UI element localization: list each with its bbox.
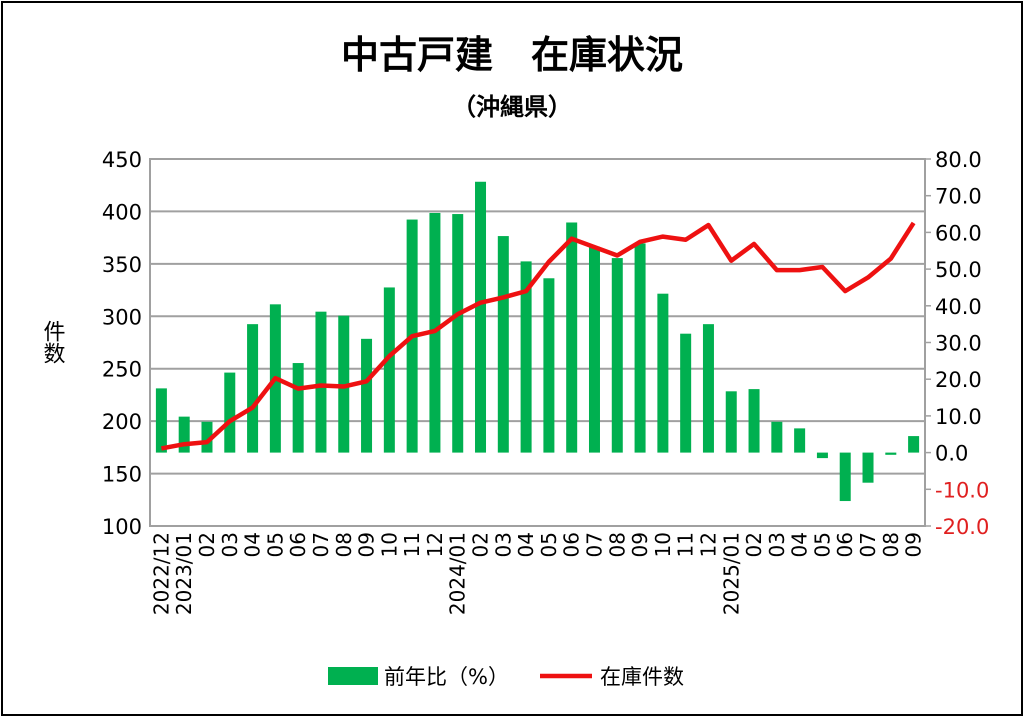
y-tick-label-left: 150 <box>102 463 142 487</box>
y-tick-label-right: 40.0 <box>935 295 982 319</box>
x-tick-label: 04 <box>514 532 538 557</box>
bar <box>839 452 851 502</box>
x-tick-label: 2025/01 <box>719 532 743 615</box>
y-tick-label-right: 0.0 <box>935 442 968 466</box>
x-tick-label: 11 <box>400 532 424 557</box>
y-tick-label-right: 20.0 <box>935 368 982 392</box>
y-tick-label-left: 100 <box>102 515 142 539</box>
y-tick-label-left: 400 <box>102 200 142 224</box>
bar <box>224 372 236 453</box>
chart-title: 中古戸建 在庫状況 <box>341 33 683 77</box>
x-tick-label: 10 <box>377 532 401 557</box>
bar <box>702 324 714 453</box>
x-tick-label: 02 <box>469 532 493 557</box>
y-tick-label-right: 50.0 <box>935 258 982 282</box>
y-tick-label-left: 200 <box>102 410 142 434</box>
x-tick-label: 2024/01 <box>446 532 470 615</box>
x-tick-label: 07 <box>309 532 333 557</box>
y-tick-label-right: -20.0 <box>935 515 989 539</box>
x-tick-label: 04 <box>241 532 265 557</box>
x-tick-label: 02 <box>195 532 219 557</box>
bar <box>338 315 350 453</box>
x-tick-label: 12 <box>696 532 720 557</box>
bar <box>566 222 578 453</box>
x-tick-label: 05 <box>537 532 561 557</box>
bar <box>611 258 623 453</box>
x-tick-label: 09 <box>355 532 379 557</box>
bar <box>178 416 190 453</box>
bar <box>452 214 464 453</box>
bar <box>292 363 304 453</box>
bar <box>497 236 509 453</box>
legend-label-bar: 前年比（%） <box>384 665 509 689</box>
x-tick-label: 05 <box>263 532 287 557</box>
y-tick-label-right: -10.0 <box>935 478 989 502</box>
bar <box>247 324 259 453</box>
x-tick-label: 07 <box>582 532 606 557</box>
bar <box>862 452 874 483</box>
bar <box>680 333 692 453</box>
bar <box>588 246 600 453</box>
bar <box>885 452 897 455</box>
y-tick-label-left: 250 <box>102 358 142 382</box>
x-tick-label: 03 <box>491 532 515 557</box>
bar <box>908 436 920 453</box>
x-tick-label: 06 <box>560 532 584 557</box>
bar <box>315 311 327 453</box>
x-tick-label: 08 <box>605 532 629 557</box>
x-tick-label: 09 <box>628 532 652 557</box>
y-tick-label-right: 80.0 <box>935 148 982 172</box>
x-tick-label: 04 <box>788 532 812 557</box>
bar <box>794 428 806 453</box>
y-tick-label-left: 300 <box>102 305 142 329</box>
chart-subtitle: （沖縄県） <box>452 93 572 121</box>
x-tick-label: 10 <box>651 532 675 557</box>
bar <box>201 421 213 453</box>
line-series-inventory <box>160 221 916 451</box>
bar <box>657 293 669 453</box>
x-tick-label: 03 <box>218 532 242 557</box>
x-tick-label: 02 <box>742 532 766 557</box>
bar <box>383 287 395 453</box>
bar <box>634 243 646 453</box>
x-tick-label: 07 <box>856 532 880 557</box>
y-tick-label-left: 450 <box>102 148 142 172</box>
y-tick-label-right: 70.0 <box>935 185 982 209</box>
x-tick-label: 12 <box>423 532 447 557</box>
legend-swatch-bar <box>328 667 378 685</box>
bar <box>361 338 373 453</box>
x-tick-label: 05 <box>810 532 834 557</box>
y-axis-label-left: 件数 <box>40 320 66 364</box>
x-tick-label: 08 <box>879 532 903 557</box>
bar <box>725 391 737 453</box>
bar <box>748 389 760 453</box>
x-tick-label: 2023/01 <box>172 532 196 615</box>
y-tick-label-left: 350 <box>102 253 142 277</box>
x-tick-label: 2022/12 <box>149 532 173 615</box>
x-tick-label: 06 <box>286 532 310 557</box>
bar <box>771 421 783 453</box>
bar <box>816 452 828 459</box>
x-tick-label: 11 <box>674 532 698 557</box>
y-tick-label-right: 60.0 <box>935 221 982 245</box>
legend-label-line: 在庫件数 <box>600 665 684 689</box>
x-tick-label: 08 <box>332 532 356 557</box>
x-tick-label: 03 <box>765 532 789 557</box>
plot-area-border <box>149 158 926 527</box>
x-tick-label: 06 <box>833 532 857 557</box>
x-tick-label: 09 <box>902 532 926 557</box>
bar <box>155 388 167 453</box>
y-tick-label-right: 30.0 <box>935 332 982 356</box>
y-tick-label-right: 10.0 <box>935 405 982 429</box>
bar <box>520 261 532 453</box>
bar <box>475 181 487 453</box>
bar <box>543 278 555 453</box>
